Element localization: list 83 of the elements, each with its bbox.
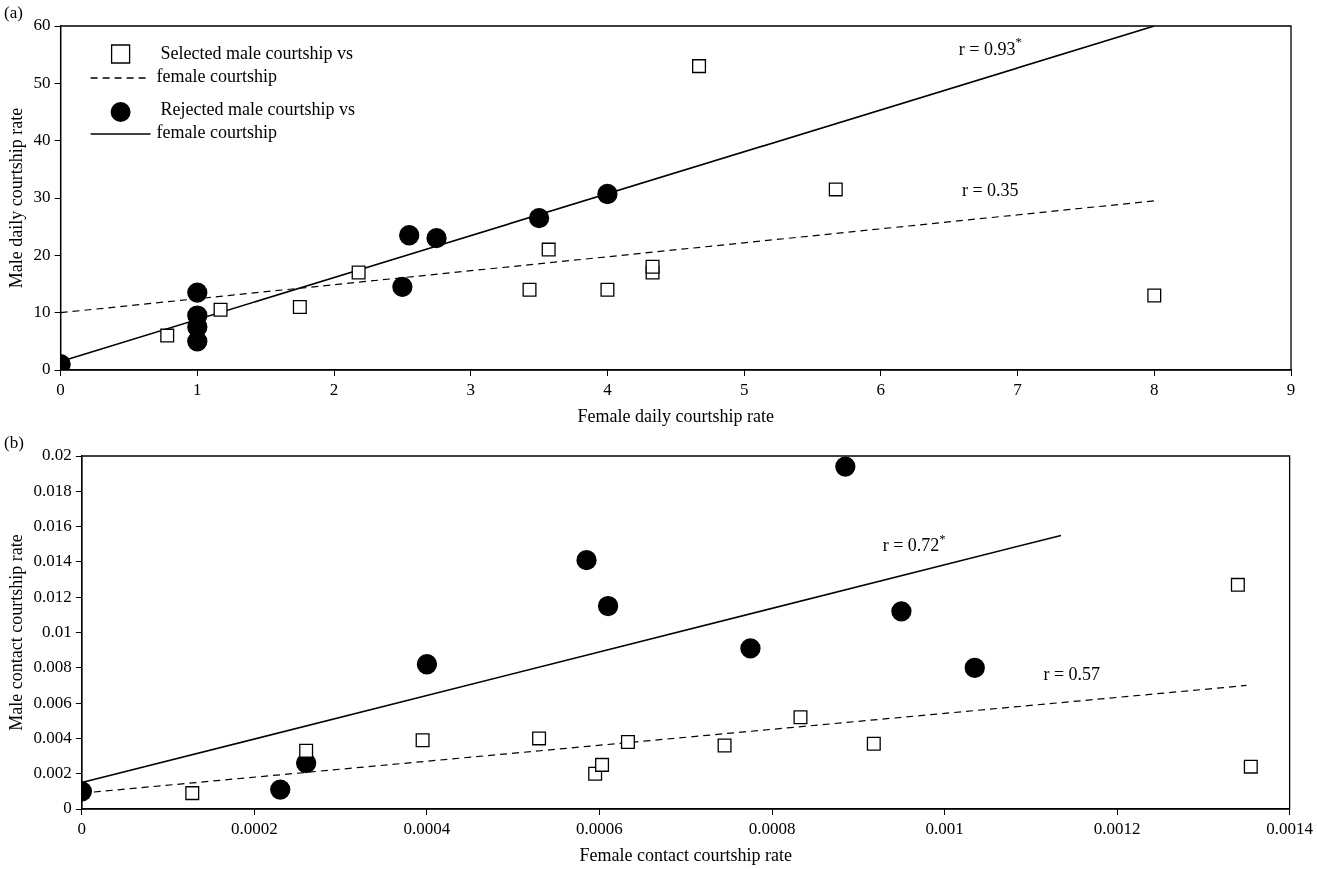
- legend-label: Selected male courtship vs female courtship: [156, 42, 354, 86]
- point: [597, 183, 618, 205]
- x-tick-label: 5: [739, 379, 749, 399]
- y-tick-label: 0.004: [33, 727, 73, 747]
- point: [964, 657, 985, 678]
- y-tick-label: 0.018: [33, 480, 72, 500]
- point: [692, 59, 707, 74]
- y-tick-label: 0.006: [33, 692, 72, 712]
- y-tick-label: 0.014: [33, 551, 73, 571]
- y-tick-label: 0.016: [33, 516, 72, 536]
- y-tick-label: 0.008: [33, 657, 72, 677]
- point: [532, 731, 547, 746]
- x-tick-label: 0.0002: [231, 818, 278, 838]
- x-axis-title: Female contact courtship rate: [579, 844, 792, 865]
- point: [522, 282, 537, 297]
- y-tick-label: 0.012: [33, 586, 72, 606]
- point: [600, 282, 615, 297]
- x-tick-label: 1: [193, 379, 202, 399]
- y-tick-label: 0: [42, 359, 51, 379]
- legend-label: Rejected male courtship vs female courtship: [156, 98, 356, 142]
- point: [270, 779, 291, 800]
- point: [740, 638, 761, 659]
- point: [620, 734, 635, 749]
- point: [392, 276, 413, 298]
- x-tick-label: 6: [876, 379, 886, 399]
- point: [1230, 577, 1245, 592]
- point: [426, 227, 447, 249]
- point: [597, 595, 619, 617]
- y-tick-label: 0: [63, 798, 72, 818]
- point: [717, 738, 732, 753]
- x-tick-label: 2: [329, 379, 339, 399]
- x-tick-label: 0.0014: [1266, 818, 1314, 838]
- annotation: r = 0.57: [1043, 664, 1101, 685]
- x-tick-label: 0.0004: [403, 818, 451, 838]
- point: [793, 710, 808, 725]
- point: [415, 733, 430, 748]
- x-tick-label: 4: [603, 379, 613, 399]
- annotation: r = 0.72*: [882, 531, 946, 556]
- annotation: r = 0.35: [961, 180, 1019, 201]
- point: [1147, 288, 1162, 303]
- y-tick-label: 30: [33, 187, 51, 207]
- y-tick-label: 10: [33, 302, 51, 322]
- point: [866, 736, 881, 751]
- x-tick-label: 0: [77, 818, 87, 838]
- y-tick-label: 0.002: [33, 763, 72, 783]
- point: [292, 299, 307, 314]
- point: [891, 601, 912, 622]
- point: [541, 242, 556, 257]
- x-tick-label: 0.0008: [748, 818, 796, 838]
- point: [645, 259, 660, 274]
- y-tick-label: 40: [33, 130, 51, 150]
- point: [213, 302, 228, 317]
- x-tick-label: 8: [1150, 379, 1159, 399]
- y-axis-title: Male contact courtship rate: [5, 534, 26, 731]
- y-tick-label: 50: [33, 72, 51, 92]
- point: [185, 786, 200, 801]
- x-tick-label: 0.001: [925, 818, 964, 838]
- point: [828, 182, 843, 197]
- y-tick-label: 60: [33, 15, 51, 35]
- x-axis-title: Female daily courtship rate: [577, 405, 775, 426]
- chart-title: (b): [4, 433, 24, 453]
- point: [595, 757, 610, 772]
- point: [576, 549, 597, 571]
- point: [160, 328, 175, 343]
- point: [835, 456, 856, 477]
- annotation: r = 0.93*: [958, 35, 1022, 60]
- point: [187, 282, 208, 303]
- x-tick-label: 9: [1286, 379, 1296, 399]
- point: [416, 654, 438, 675]
- point: [351, 265, 366, 280]
- x-tick-label: 0.0006: [576, 818, 623, 838]
- x-tick-label: 3: [466, 379, 475, 399]
- chart-title: (a): [4, 3, 23, 23]
- point: [299, 743, 314, 758]
- x-tick-label: 7: [1013, 379, 1023, 399]
- point: [399, 225, 420, 246]
- point: [1243, 759, 1258, 774]
- y-axis-title: Male daily courtship rate: [5, 107, 26, 289]
- y-tick-label: 0.02: [42, 445, 72, 465]
- y-tick-label: 0.01: [42, 621, 72, 641]
- point: [528, 207, 550, 229]
- x-tick-label: 0.0012: [1093, 818, 1141, 838]
- y-tick-label: 20: [33, 244, 51, 264]
